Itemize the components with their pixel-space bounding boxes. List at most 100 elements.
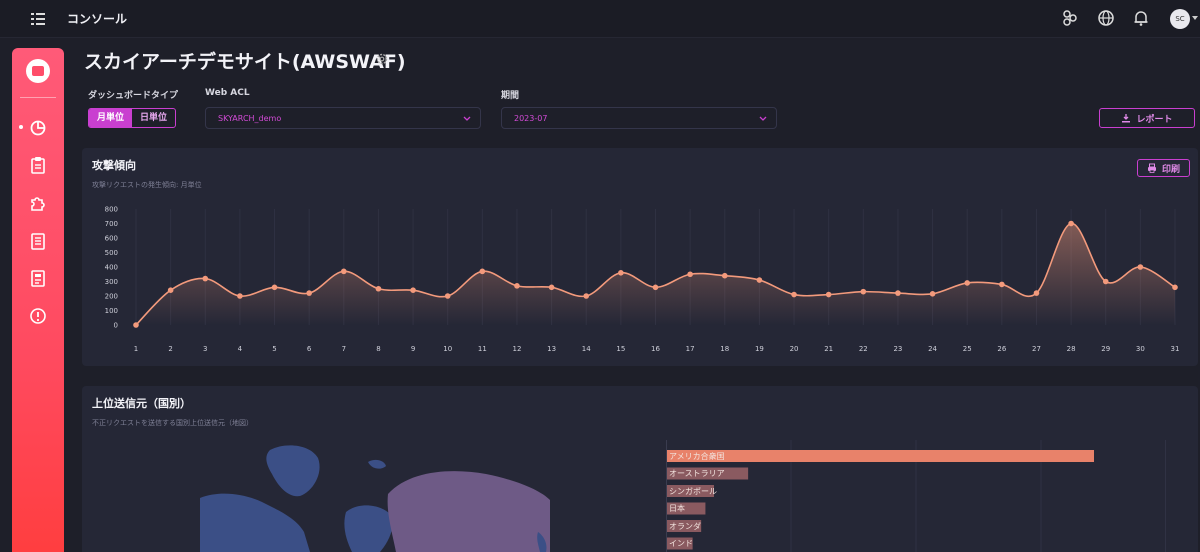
map-europe <box>344 505 393 552</box>
x-tick-label: 7 <box>342 345 346 353</box>
globe-icon[interactable] <box>1097 9 1115 27</box>
report-button[interactable]: レポート <box>1099 108 1195 128</box>
data-point[interactable] <box>410 287 416 293</box>
y-tick-label: 700 <box>105 220 118 228</box>
report-button-label: レポート <box>1136 114 1173 125</box>
document-icon[interactable] <box>28 231 48 251</box>
x-tick-label: 14 <box>582 345 591 353</box>
map-north-america <box>200 493 310 552</box>
top-sources-title: 上位送信元（国別） <box>92 397 191 410</box>
y-tick-label: 500 <box>105 249 118 257</box>
bell-icon[interactable] <box>1132 9 1150 27</box>
data-point[interactable] <box>271 284 278 291</box>
x-tick-label: 12 <box>513 345 522 353</box>
x-tick-label: 21 <box>824 345 833 353</box>
data-point[interactable] <box>618 270 624 276</box>
gear-icon[interactable] <box>375 52 389 66</box>
data-point[interactable] <box>929 291 936 297</box>
x-tick-label: 9 <box>411 345 415 353</box>
data-point[interactable] <box>1033 290 1040 296</box>
data-point[interactable] <box>306 290 312 296</box>
data-point[interactable] <box>341 268 347 275</box>
top-bar: コンソール SC <box>0 0 1200 38</box>
country-bar-label: シンガポール <box>669 486 717 496</box>
x-tick-label: 22 <box>859 345 868 353</box>
x-tick-label: 11 <box>478 345 487 353</box>
country-bar-label: インド <box>669 539 693 548</box>
report-icon[interactable] <box>28 268 48 288</box>
chevron-down-icon[interactable] <box>1192 16 1198 20</box>
data-point[interactable] <box>860 288 867 295</box>
monthly-toggle[interactable]: 月単位 <box>89 109 133 127</box>
x-tick-label: 29 <box>1101 345 1110 353</box>
period-label: 期間 <box>501 91 520 101</box>
data-point[interactable] <box>237 293 243 299</box>
data-point[interactable] <box>999 281 1005 288</box>
period-value: 2023-07 <box>514 114 548 123</box>
country-bar[interactable] <box>667 467 749 480</box>
web-acl-label: Web ACL <box>205 88 250 98</box>
x-tick-label: 30 <box>1136 345 1145 353</box>
trend-area <box>136 223 1175 325</box>
country-bar[interactable] <box>667 485 714 497</box>
data-point[interactable] <box>583 293 590 299</box>
data-point[interactable] <box>548 284 555 291</box>
period-select[interactable]: 2023-07 <box>501 107 777 129</box>
data-point[interactable] <box>1068 220 1074 227</box>
logo-icon[interactable] <box>26 59 50 83</box>
x-tick-label: 8 <box>376 345 380 353</box>
x-tick-label: 23 <box>893 345 902 353</box>
map-asia <box>387 471 550 552</box>
country-bar-label: アメリカ合衆国 <box>669 451 725 461</box>
data-point[interactable] <box>202 275 209 282</box>
country-bar[interactable] <box>667 537 693 550</box>
print-button[interactable]: 印刷 <box>1137 159 1190 177</box>
data-point[interactable] <box>895 290 901 296</box>
x-tick-label: 26 <box>997 345 1006 353</box>
data-point[interactable] <box>1172 284 1178 291</box>
data-point[interactable] <box>721 272 728 279</box>
x-tick-label: 25 <box>963 345 972 353</box>
country-bar[interactable] <box>667 502 706 515</box>
dashboard-icon[interactable] <box>28 118 48 138</box>
data-point[interactable] <box>1137 264 1144 270</box>
daily-toggle[interactable]: 日単位 <box>140 113 168 123</box>
data-point[interactable] <box>514 283 520 289</box>
country-bar[interactable] <box>667 520 702 532</box>
user-avatar[interactable]: SC <box>1170 9 1190 29</box>
x-tick-label: 1 <box>134 345 138 353</box>
web-acl-select[interactable]: SKYARCH_demo <box>205 107 481 129</box>
clipboard-icon[interactable] <box>28 155 48 175</box>
web-acl-value: SKYARCH_demo <box>218 114 282 123</box>
x-tick-label: 2 <box>168 345 172 353</box>
data-point[interactable] <box>687 271 693 278</box>
attack-trend-title: 攻撃傾向 <box>92 159 136 172</box>
menu-icon[interactable] <box>30 11 46 27</box>
country-bar-label: 日本 <box>669 504 685 513</box>
data-point[interactable] <box>479 268 486 275</box>
chevron-down-icon <box>463 116 471 121</box>
data-point[interactable] <box>756 277 763 283</box>
y-tick-label: 800 <box>105 206 118 214</box>
y-tick-label: 300 <box>105 278 118 286</box>
puzzle-icon[interactable] <box>28 193 48 213</box>
data-point[interactable] <box>133 322 139 328</box>
data-point[interactable] <box>791 291 797 298</box>
country-bar[interactable] <box>667 450 1094 462</box>
x-tick-label: 17 <box>686 345 695 353</box>
data-point[interactable] <box>964 280 970 286</box>
x-tick-label: 4 <box>238 345 243 353</box>
data-point[interactable] <box>825 291 832 298</box>
map-japan <box>537 532 547 552</box>
data-point[interactable] <box>652 284 659 291</box>
x-tick-label: 24 <box>928 345 937 353</box>
alert-icon[interactable] <box>28 306 48 326</box>
data-point[interactable] <box>167 287 174 293</box>
apps-icon[interactable] <box>1061 9 1079 27</box>
data-point[interactable] <box>375 285 382 292</box>
map-iceland <box>368 459 386 469</box>
download-icon <box>1122 114 1131 123</box>
data-point[interactable] <box>1102 278 1109 285</box>
data-point[interactable] <box>444 293 451 299</box>
